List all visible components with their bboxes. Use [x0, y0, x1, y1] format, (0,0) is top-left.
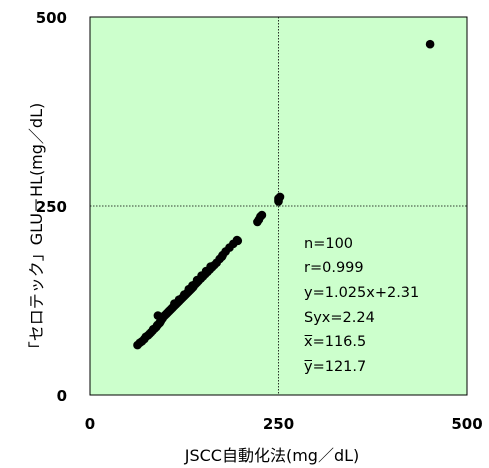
y-tick-500: 500 [36, 9, 67, 27]
data-point-99 [233, 236, 243, 246]
data-point-98 [217, 252, 227, 261]
data-point-81 [257, 210, 267, 220]
x-tick-500: 500 [451, 415, 482, 433]
stat-y-mean: y̅=121.7 [304, 359, 366, 375]
y-axis-label: 「セロテック」GLU－HL(mg／dL) [27, 103, 46, 357]
stat-syx: Syx=2.24 [304, 310, 375, 326]
y-tick-250: 250 [36, 198, 67, 216]
stat-regression: y=1.025x+2.31 [304, 285, 419, 301]
stats-box: n=100 r=0.999 y=1.025x+2.31 Syx=2.24 x̅=… [304, 236, 419, 375]
stat-x-mean: x̅=116.5 [304, 334, 366, 350]
x-axis-label: JSCC自動化法(mg／dL) [184, 446, 360, 465]
data-point-88 [157, 312, 166, 322]
data-point-86 [425, 39, 435, 49]
stat-n: n=100 [304, 236, 353, 252]
data-point-97 [206, 262, 215, 271]
reference-lines [90, 17, 467, 395]
x-tick-0: 0 [85, 415, 95, 433]
data-point-90 [174, 295, 184, 305]
stat-r: r=0.999 [304, 260, 364, 276]
data-point-85 [275, 192, 285, 202]
data-points [133, 39, 435, 350]
x-tick-250: 250 [263, 415, 294, 433]
y-tick-0: 0 [57, 387, 67, 405]
